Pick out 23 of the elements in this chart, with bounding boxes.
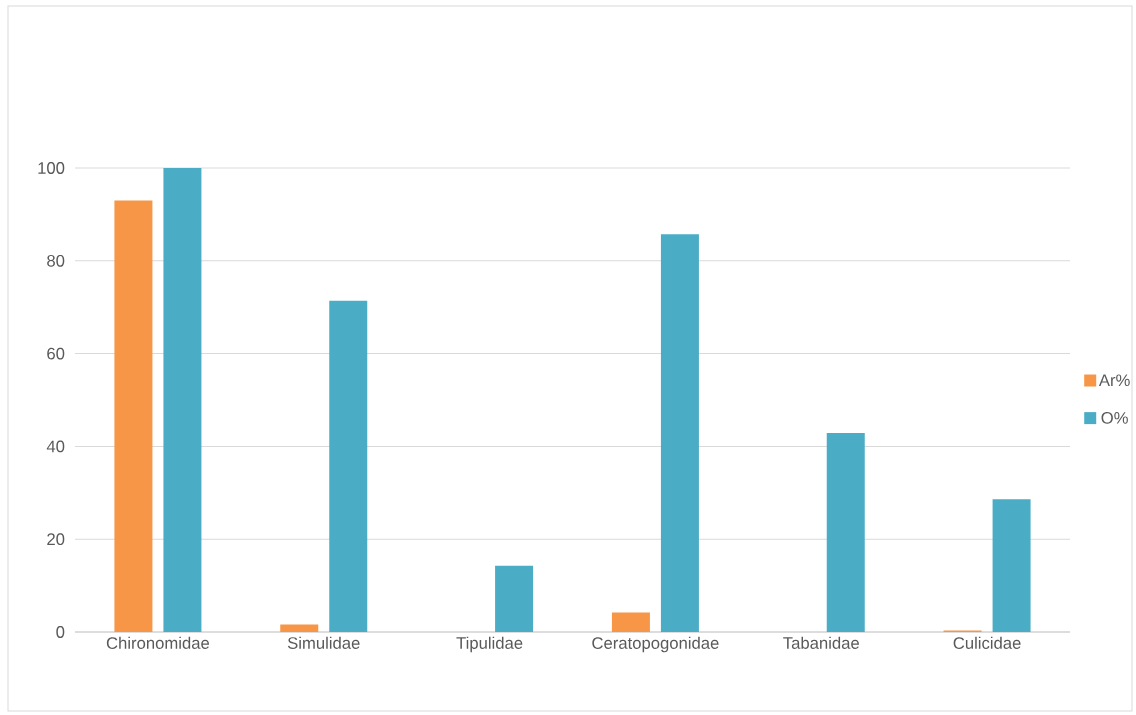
legend-label: O% <box>1101 411 1128 424</box>
bar <box>280 624 319 632</box>
x-tick-label: Tipulidae <box>456 636 523 653</box>
bar <box>660 234 699 632</box>
legend-label: Ar% <box>1098 374 1130 387</box>
x-tick-label: Simulidae <box>287 636 360 649</box>
y-tick-label: 80 <box>47 254 65 267</box>
bar <box>495 565 534 632</box>
bar <box>163 168 202 632</box>
y-tick-label: 60 <box>47 347 65 360</box>
x-tick-label: Culicidae <box>953 636 1021 649</box>
x-tick-label: Chironomidae <box>106 636 210 649</box>
x-tick-label: Ceratopogonidae <box>592 636 719 653</box>
bar <box>826 432 865 632</box>
y-tick-label: 0 <box>56 626 65 638</box>
bar <box>611 612 650 632</box>
x-tick-label: Tabanidae <box>783 636 859 649</box>
bar <box>114 200 153 632</box>
y-tick-label: 40 <box>46 440 65 453</box>
y-tick-label: 100 <box>38 162 65 174</box>
y-tick-label: 20 <box>47 533 65 546</box>
bar <box>329 300 368 632</box>
bar <box>992 499 1031 632</box>
